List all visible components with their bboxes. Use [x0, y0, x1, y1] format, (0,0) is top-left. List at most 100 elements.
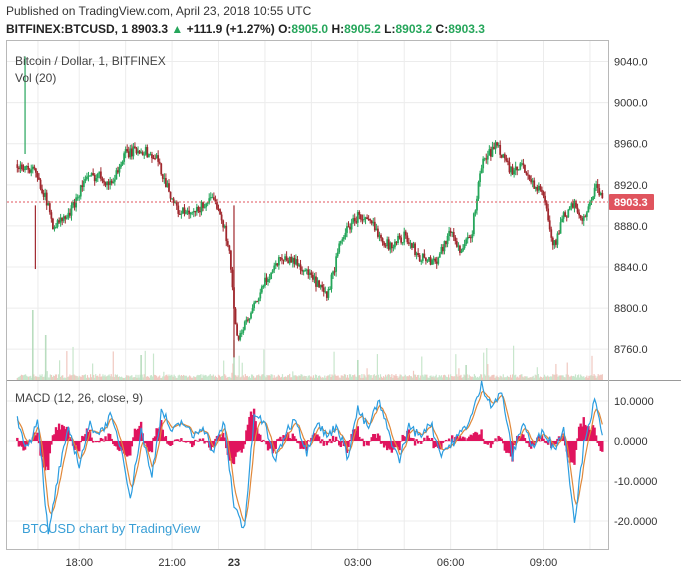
macd-histogram-bar — [443, 441, 446, 442]
macd-histogram-bar — [389, 441, 392, 450]
macd-histogram-bar — [291, 433, 294, 441]
macd-histogram-bar — [135, 430, 138, 441]
volume-bar — [93, 374, 95, 380]
macd-histogram-bar — [599, 441, 602, 452]
macd-histogram-bar — [82, 436, 86, 441]
volume-bar — [588, 375, 590, 380]
volume-bar — [207, 375, 209, 380]
volume-bar — [189, 375, 191, 380]
volume-bar — [237, 375, 239, 380]
macd-histogram-bar — [116, 441, 120, 450]
volume-bar — [177, 375, 179, 380]
macd-histogram-bar — [582, 417, 585, 441]
macd-histogram-bar — [401, 434, 404, 441]
macd-histogram-bar — [96, 441, 99, 442]
volume-bar — [560, 375, 562, 380]
macd-histogram-bar — [248, 416, 251, 441]
macd-histogram-bar — [108, 434, 112, 441]
candle-body — [301, 269, 303, 272]
candle-body — [329, 289, 331, 291]
volume-bar — [345, 377, 348, 380]
volume-bar — [429, 375, 431, 380]
volume-bar — [454, 376, 456, 380]
candle-body — [510, 166, 512, 173]
macd-histogram-bar — [203, 441, 206, 444]
volume-bar — [111, 376, 113, 380]
volume-bar — [319, 375, 321, 380]
volume-bar — [174, 376, 176, 380]
time-tick-label: 06:00 — [437, 557, 465, 569]
volume-bar — [394, 375, 396, 380]
candle-body — [268, 279, 271, 281]
volume-bar — [100, 376, 102, 380]
macd-histogram-bar — [187, 441, 191, 442]
macd-histogram-bar — [178, 441, 182, 442]
volume-bar — [199, 375, 201, 380]
candle-body — [285, 256, 288, 261]
macd-histogram-bar — [581, 426, 584, 441]
volume-bar — [235, 375, 237, 380]
candle-body — [545, 202, 548, 209]
candle-body — [339, 241, 342, 244]
volume-bar — [138, 377, 140, 380]
candle-body — [93, 174, 96, 182]
macd-histogram-bar — [16, 437, 19, 441]
candle-body — [56, 220, 59, 227]
macd-histogram-bar — [238, 441, 242, 451]
volume-bar — [300, 374, 302, 380]
volume-bar — [239, 377, 241, 380]
candle-body — [542, 191, 545, 196]
volume-bar — [272, 377, 274, 380]
macd-histogram-bar — [584, 424, 587, 441]
volume-bar — [209, 374, 211, 380]
candle-body — [599, 192, 602, 196]
volume-bar — [148, 377, 150, 380]
volume-bar — [398, 376, 400, 380]
volume-bar — [551, 376, 553, 380]
volume-bar — [294, 375, 296, 380]
macd-histogram-bar — [293, 436, 296, 441]
candle-body — [582, 216, 585, 221]
volume-bar — [410, 376, 413, 380]
macd-histogram-bar — [461, 436, 465, 441]
volume-bar — [150, 375, 153, 380]
volume-bar — [139, 374, 141, 380]
candle-body — [455, 241, 458, 247]
macd-histogram-bar — [229, 441, 233, 459]
volume-bar — [71, 375, 73, 380]
macd-histogram-bar — [430, 437, 434, 441]
volume-bar — [181, 376, 183, 380]
volume-bar — [419, 377, 421, 380]
candle-body — [127, 151, 130, 158]
volume-bar — [240, 376, 242, 380]
volume-bar — [27, 376, 29, 380]
candle-body — [262, 285, 265, 287]
volume-bar — [38, 377, 40, 380]
candle-body — [344, 232, 347, 238]
volume-bar — [210, 375, 212, 380]
volume-bar — [251, 374, 254, 380]
candle-body — [438, 253, 441, 258]
macd-histogram-bar — [325, 441, 329, 446]
volume-bar — [164, 376, 166, 380]
candle-body — [411, 243, 413, 248]
volume-bar — [385, 374, 387, 380]
candle-body — [400, 237, 403, 243]
candle-body — [143, 154, 146, 156]
volume-bar — [511, 374, 514, 380]
macd-histogram-bar — [574, 441, 578, 450]
volume-bar — [306, 377, 308, 380]
macd-histogram-bar — [594, 435, 598, 441]
volume-bar — [321, 377, 323, 380]
volume-bar — [18, 376, 20, 380]
volume-bar — [372, 375, 374, 380]
macd-histogram-bar — [545, 441, 548, 444]
macd-histogram-bar — [331, 435, 335, 441]
candle-body — [172, 198, 175, 203]
volume-bar — [363, 374, 365, 380]
candle-body — [147, 154, 150, 158]
macd-histogram-bar — [540, 435, 544, 441]
macd-histogram-bar — [231, 441, 234, 464]
volume-bar — [246, 375, 248, 380]
